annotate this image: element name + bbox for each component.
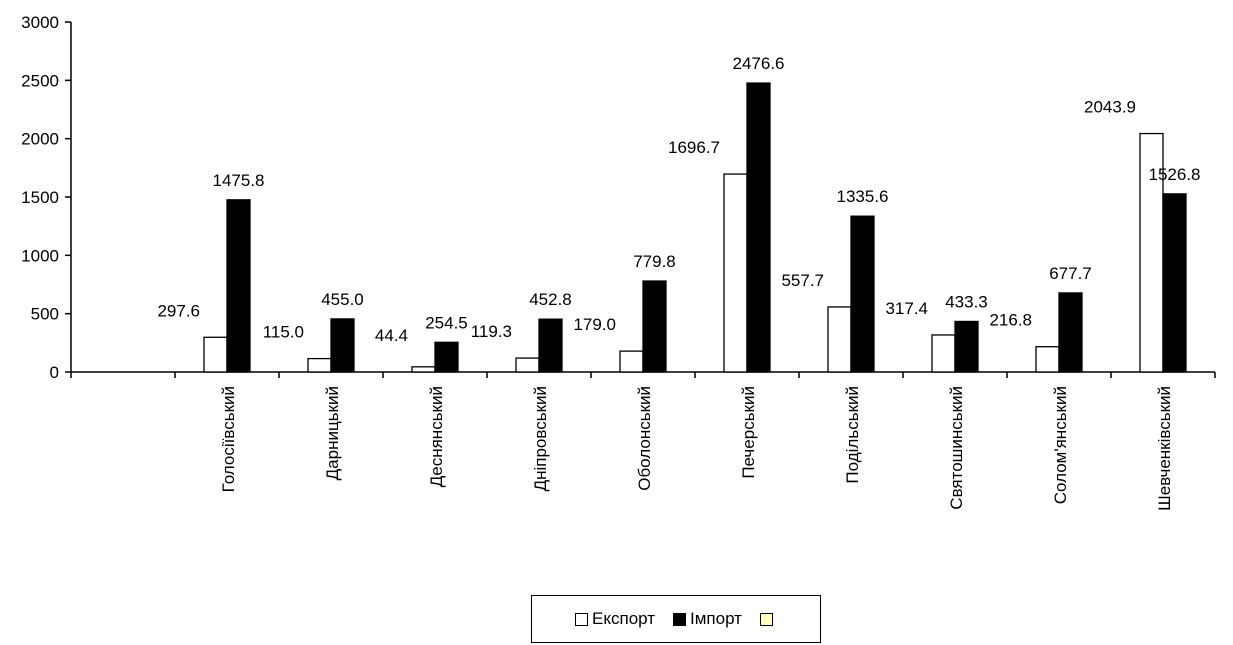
data-label-export: 2043.9 <box>1084 98 1136 117</box>
data-label-export: 115.0 <box>263 323 304 342</box>
bar-import <box>434 341 459 373</box>
y-tick-label: 3000 <box>21 13 59 32</box>
bar-export <box>1035 346 1060 373</box>
x-tick-label: Оболонський <box>635 386 654 491</box>
x-tick-label: Святошинський <box>947 386 966 510</box>
bar-import <box>746 82 771 373</box>
bar-export <box>827 306 852 373</box>
data-label-import: 1335.6 <box>837 187 889 206</box>
x-tick-label: Деснянський <box>427 386 446 487</box>
bar-export <box>723 173 748 373</box>
data-label-export: 119.3 <box>471 322 512 341</box>
legend-item <box>759 612 777 626</box>
legend-swatch <box>575 612 589 626</box>
data-label-import: 433.3 <box>945 292 988 311</box>
y-tick-label: 500 <box>31 305 59 324</box>
legend-swatch <box>759 612 773 626</box>
legend-item: Експорт <box>575 609 655 629</box>
data-label-export: 317.4 <box>885 299 928 318</box>
x-tick-label: Солом'янський <box>1051 386 1070 504</box>
x-tick-label: Дарницький <box>323 386 342 480</box>
data-label-export: 179.0 <box>573 315 616 334</box>
data-label-export: 557.7 <box>781 271 824 290</box>
data-label-export: 44.4 <box>375 326 408 345</box>
data-labels: 297.6 1475.8 115.0 455.0 44.4 254.5 119.3 452.8… <box>157 54 1200 345</box>
legend-label: Імпорт <box>690 609 742 628</box>
y-tick-label: 1000 <box>21 246 59 265</box>
data-label-import: 2476.6 <box>733 54 785 73</box>
bar-import <box>330 318 355 373</box>
data-label-export: 216.8 <box>989 311 1032 330</box>
bar-import <box>954 320 979 373</box>
y-tick-label: 1500 <box>21 188 59 207</box>
x-tick-label: Печерський <box>739 386 758 479</box>
bar-export <box>515 357 540 373</box>
data-label-import: 1526.8 <box>1149 165 1201 184</box>
bar-import <box>538 318 563 373</box>
y-tick-label: 2500 <box>21 71 59 90</box>
x-axis: Голосіївський Дарницький Деснянський Дніпро… <box>70 371 1216 511</box>
bar-export <box>203 336 228 373</box>
data-label-import: 254.5 <box>425 313 468 332</box>
bar-import <box>226 199 251 373</box>
bar-export <box>931 334 956 373</box>
data-label-import: 452.8 <box>529 290 572 309</box>
data-label-import: 677.7 <box>1049 264 1092 283</box>
y-axis: 0 500 1000 1500 2000 2500 3000 <box>21 13 72 382</box>
x-tick-label: Голосіївський <box>219 386 238 492</box>
legend-swatch <box>673 612 687 626</box>
bar-import <box>1162 193 1187 373</box>
legend-label: Експорт <box>592 609 656 628</box>
bar-export <box>307 357 332 373</box>
bar-import <box>1058 292 1083 373</box>
bar-export <box>619 350 644 373</box>
data-label-import: 455.0 <box>321 290 364 309</box>
legend: Експорт Імпорт <box>531 595 821 643</box>
bar-import <box>642 280 667 373</box>
y-tick-label: 2000 <box>21 130 59 149</box>
bars <box>203 82 1187 373</box>
legend-item: Імпорт <box>673 609 742 629</box>
x-tick-label: Подільський <box>843 386 862 484</box>
y-tick-label: 0 <box>50 363 59 382</box>
x-tick-label: Дніпровський <box>531 386 550 491</box>
data-label-import: 779.8 <box>633 252 676 271</box>
bar-import <box>850 215 875 373</box>
x-tick-label: Шевченківський <box>1155 386 1174 511</box>
data-label-import: 1475.8 <box>213 171 265 190</box>
data-label-export: 1696.7 <box>668 138 720 157</box>
bar-export <box>411 366 436 373</box>
data-label-export: 297.6 <box>157 301 200 320</box>
